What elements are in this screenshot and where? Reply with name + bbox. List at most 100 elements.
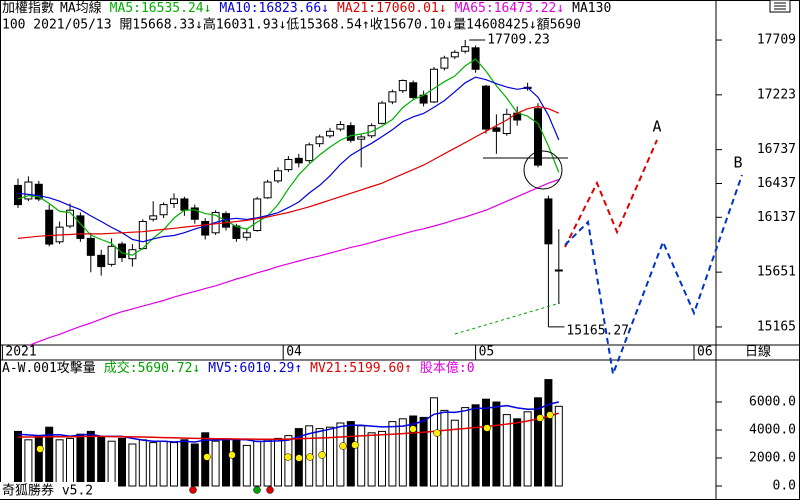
signal-dot [306,453,314,461]
volume-bar [492,401,501,487]
volume-bar [242,444,251,487]
volume-bar [66,437,74,487]
y-tick-label: 0.0 [773,479,796,494]
x-tick-label: 05 [479,345,495,360]
volume-title: A-W.001攻擊量 [2,360,96,376]
volume-bar [440,409,449,487]
high-label: 17709.23 [487,33,550,48]
y-tick-label: 4000.0 [749,423,796,438]
candle-body [544,198,553,245]
y-tick-label: 16737 [757,142,796,157]
signal-dot [433,429,441,437]
volume-entry: MV5:6010.29↑ [208,361,302,376]
volume-bar [159,440,168,487]
volume-bar [471,404,480,487]
low-label: 15165.27 [566,323,629,338]
y-tick-label: 17709 [757,33,796,48]
legend-entry: MA21:17060.01↓ [337,1,447,16]
volume-legend: A-W.001攻擊量 成交:5690.72↓ MV5:6010.29↑ MV21:51… [2,360,475,376]
volume-bar [97,436,106,487]
candle-body [326,130,334,137]
signal-dot [536,414,544,422]
volume-bar [118,437,126,487]
candle-body [66,209,74,227]
y-tick-label: 6000.0 [749,395,796,410]
volume-bar [138,439,147,487]
candle-body [534,108,542,166]
y-tick-label: 17223 [757,87,796,102]
volume-bar [76,433,85,487]
candle-body [201,221,210,236]
candle-body [398,80,407,92]
y-tick-label: 16437 [757,176,796,191]
signal-dot [351,441,359,449]
volume-bar [55,439,64,487]
candle-body [367,125,376,137]
volume-bar [107,440,116,487]
candle-body [190,207,199,220]
candle-body [118,243,126,259]
projection-label: B [733,154,742,172]
candle-body [554,269,563,272]
volume-bar [398,418,407,487]
y-tick-label: 15165 [757,319,796,334]
info-line: 100 2021/05/13 開15668.33↓高16031.93↓低1536… [2,17,581,33]
legend-entry: MA5:16535.24↓ [110,1,212,16]
volume-bar [419,416,428,487]
volume-bar [222,439,230,487]
signal-dot [253,486,261,494]
y-tick-label: 2000.0 [749,451,796,466]
candle-body [502,113,511,135]
signal-dot [284,453,292,461]
volume-bar [544,379,553,487]
candle-body [461,46,470,52]
candle-body [315,136,324,145]
highlight-circle [523,150,563,190]
candle-body [274,170,282,182]
y-tick-label: 16137 [757,210,796,225]
volume-bar [34,435,43,487]
footer-bg [0,482,118,499]
signal-dot [36,445,44,453]
projection-label: A [652,118,661,136]
volume-bar [253,440,262,487]
volume-bar [523,411,532,487]
volume-bar [149,442,158,487]
volume-bar [190,443,199,487]
candle-body [482,85,490,130]
volume-bar [430,397,438,487]
volume-entry: MV21:5199.60↑ [310,361,412,376]
signal-dot [266,486,274,494]
x-tick-label: 06 [697,345,713,360]
candle-body [294,157,303,164]
volume-bar [534,397,542,487]
x-tick-label: 2021 [5,345,36,360]
candle-body [346,125,355,141]
ma-line [28,178,560,345]
candle-body [357,136,366,140]
volume-bar [326,426,334,487]
volume-bar [24,439,33,487]
volume-bar [128,443,137,487]
volume-bar [14,430,22,487]
volume-bar [554,405,563,487]
candle-body [305,144,314,162]
candle-body [86,237,95,256]
legend-indicator: MA均線 [60,0,102,16]
footer: 奇狐勝券 v5.2 [2,483,93,499]
volume-bar [378,430,386,487]
legend-entry: MA65:16473.22↓ [455,1,565,16]
ma-line [17,58,560,256]
volume-bar [211,440,220,487]
candle-body [440,57,449,69]
volume-bar [263,439,272,487]
volume-bar [513,418,522,487]
volume-ma-line [18,412,560,440]
candle-body [138,221,147,250]
candle-body [24,181,33,200]
signal-dot [546,411,554,419]
volume-bar [450,419,459,487]
volume-bar [502,414,511,487]
candle-body [492,127,501,132]
